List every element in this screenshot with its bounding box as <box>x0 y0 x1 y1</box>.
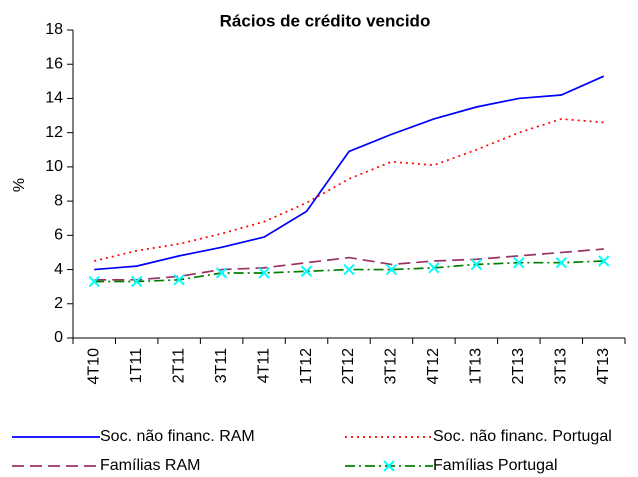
y-axis-label: % <box>11 178 28 192</box>
series-line <box>94 118 604 262</box>
marker <box>598 255 610 267</box>
y-tick-label: 4 <box>54 261 63 278</box>
x-tick-label: 4T10 <box>85 348 102 385</box>
marker <box>555 257 568 269</box>
y-tick-label: 10 <box>45 158 63 175</box>
x-tick-label: 2T13 <box>510 348 527 385</box>
y-tick-label: 0 <box>54 329 63 346</box>
x-tick-label: 3T12 <box>383 348 400 385</box>
x-tick-label: 3T11 <box>213 348 230 383</box>
x-tick-label: 2T11 <box>170 348 187 383</box>
legend-label: Soc. não financ. Portugal <box>433 428 612 445</box>
marker <box>130 275 143 288</box>
marker <box>343 263 355 276</box>
y-tick-label: 6 <box>54 227 63 244</box>
x-tick-label: 3T13 <box>553 348 570 385</box>
marker <box>88 275 100 288</box>
series-line <box>94 75 605 271</box>
y-tick-label: 8 <box>54 192 63 209</box>
legend-marker <box>383 460 395 472</box>
x-tick-label: 4T13 <box>595 348 612 385</box>
series-line <box>94 260 604 283</box>
legend-label: Soc. não financ. RAM <box>100 428 255 445</box>
series-line <box>94 248 604 281</box>
marker <box>258 267 270 279</box>
y-tick-label: 2 <box>54 295 63 312</box>
marker <box>300 265 313 277</box>
x-tick-label: 1T11 <box>128 348 145 383</box>
marker <box>215 267 228 279</box>
marker <box>428 262 440 274</box>
marker <box>173 274 185 286</box>
y-tick-label: 12 <box>45 124 63 141</box>
y-tick-label: 14 <box>45 90 63 107</box>
x-tick-label: 1T12 <box>298 348 315 385</box>
y-tick-label: 16 <box>45 55 63 72</box>
chart-title: Rácios de crédito vencido <box>220 11 431 30</box>
legend-label: Famílias RAM <box>100 457 200 474</box>
x-tick-label: 4T12 <box>425 348 442 385</box>
marker <box>470 258 483 271</box>
x-tick-label: 1T13 <box>468 348 485 385</box>
y-tick-label: 18 <box>45 21 63 38</box>
marker <box>385 263 398 276</box>
x-tick-label: 4T11 <box>255 348 272 383</box>
legend-label: Famílias Portugal <box>433 457 558 474</box>
marker <box>513 257 525 269</box>
x-tick-label: 2T12 <box>340 348 357 385</box>
